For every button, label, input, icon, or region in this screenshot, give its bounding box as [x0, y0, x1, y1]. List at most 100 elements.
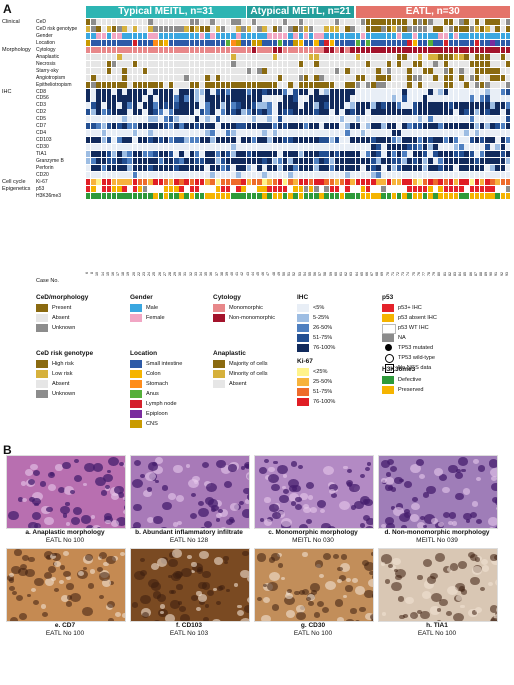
heatmap-cell — [329, 123, 335, 130]
heatmap-cell — [360, 123, 366, 130]
heatmap-cell — [339, 39, 345, 46]
cell-nucleus — [404, 481, 413, 488]
heatmap-cell — [200, 116, 205, 123]
heatmap-cell — [407, 185, 412, 192]
heatmap-cell — [96, 130, 101, 137]
heatmap-cell — [158, 158, 164, 165]
heatmap-cell — [148, 67, 153, 74]
heatmap-cell — [143, 144, 148, 151]
case-number: 26 — [157, 272, 162, 276]
heatmap-cell — [184, 19, 189, 26]
heatmap-cell — [391, 74, 397, 81]
heatmap-cell — [210, 158, 215, 165]
heatmap-cell — [396, 32, 402, 40]
heatmap-cell — [148, 109, 153, 116]
heatmap-cell — [174, 116, 179, 123]
heatmap-cell — [246, 67, 252, 74]
heatmap-cell — [288, 46, 293, 53]
heatmap-cell — [225, 192, 231, 199]
heatmap-cell — [355, 88, 360, 95]
heatmap-cell — [490, 185, 495, 192]
cell-nucleus — [187, 478, 199, 489]
heatmap-cell — [495, 116, 500, 123]
heatmap-cell — [396, 81, 402, 88]
heatmap-cell — [428, 130, 433, 137]
cell-nucleus — [390, 487, 397, 493]
cell-nucleus — [496, 605, 497, 615]
heatmap-cell — [402, 137, 407, 144]
heatmap-cell — [174, 151, 179, 158]
cell-nucleus — [447, 520, 453, 526]
heatmap-cell — [386, 192, 392, 199]
heatmap-cell — [485, 88, 490, 95]
heatmap-cell — [345, 60, 350, 67]
heatmap-cell — [189, 151, 195, 158]
heatmap-cell — [251, 123, 257, 130]
cell-nucleus — [417, 610, 422, 615]
heatmap-cell — [448, 171, 454, 179]
row-label: CD7 — [36, 123, 47, 130]
heatmap-cell — [225, 74, 231, 81]
heatmap-cell — [334, 67, 340, 74]
heatmap-cell — [376, 130, 381, 137]
heatmap-cell — [91, 19, 96, 26]
heatmap-cell — [122, 171, 127, 179]
case-number: 42 — [240, 272, 245, 276]
cell-nucleus — [196, 569, 204, 575]
heatmap-cell — [376, 53, 381, 60]
heatmap-cell — [314, 67, 319, 74]
cell-nucleus — [476, 476, 481, 481]
cell-nucleus — [160, 526, 169, 528]
panel-a-label: A — [3, 2, 12, 16]
heatmap-cell — [433, 32, 438, 40]
heatmap-cell — [122, 39, 127, 46]
heatmap-cell — [500, 74, 506, 81]
heatmap-cell — [417, 46, 423, 53]
heatmap-cell — [225, 46, 231, 53]
heatmap-cell — [490, 137, 495, 144]
heatmap-cell — [148, 164, 153, 172]
cell-nucleus — [238, 500, 245, 506]
legend-label: Female — [146, 315, 165, 321]
heatmap-cell — [308, 46, 314, 53]
heatmap-cell — [469, 185, 474, 192]
heatmap-cell — [453, 178, 459, 185]
heatmap-cell — [334, 130, 340, 137]
heatmap-cell — [127, 81, 132, 88]
heatmap-cell — [220, 25, 226, 33]
case-number: 20 — [131, 272, 136, 276]
cell-nucleus — [52, 552, 57, 557]
heatmap-cell — [189, 95, 195, 102]
heatmap-cell — [459, 171, 464, 179]
heatmap-cell — [143, 185, 148, 192]
heatmap-cell — [505, 164, 511, 172]
heatmap-cell — [479, 60, 485, 67]
heatmap-cell — [407, 151, 412, 158]
heatmap-cell — [500, 46, 506, 53]
heatmap-cell — [231, 32, 236, 40]
heatmap-cell — [371, 185, 376, 192]
heatmap-cell — [153, 81, 158, 88]
heatmap-cell — [148, 74, 153, 81]
cell-nucleus — [105, 485, 111, 490]
heatmap-cell — [474, 53, 480, 60]
heatmap-cell — [308, 116, 314, 123]
heatmap-cell — [355, 74, 360, 81]
heatmap-cell — [448, 67, 454, 74]
heatmap-cell — [257, 81, 262, 88]
heatmap-cell — [189, 74, 195, 81]
heatmap-cell — [360, 32, 366, 40]
heatmap-cell — [127, 74, 132, 81]
group-header: EATL, n=30 — [355, 6, 510, 18]
heatmap-cell — [225, 67, 231, 74]
heatmap-cell — [417, 137, 423, 144]
cell-nucleus — [152, 465, 163, 475]
legend-swatch — [382, 304, 394, 312]
heatmap-cell — [111, 109, 117, 116]
heatmap-cell — [137, 164, 143, 172]
cell-nucleus — [430, 606, 440, 615]
heatmap-cell — [143, 74, 148, 81]
heatmap-cell — [448, 60, 454, 67]
heatmap-cell — [329, 102, 335, 109]
heatmap-cell — [319, 123, 324, 130]
